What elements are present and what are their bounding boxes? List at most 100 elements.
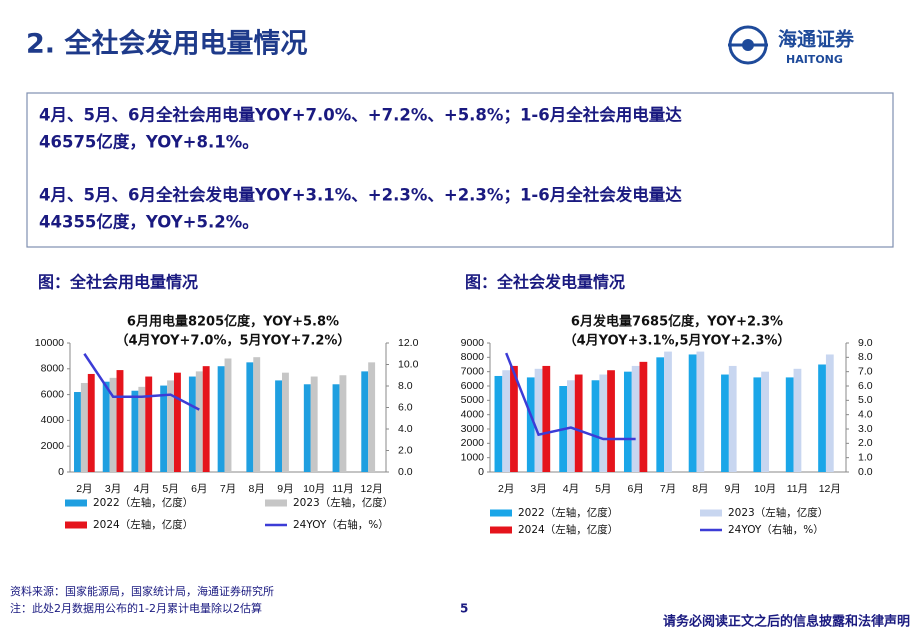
y-tick-label: 0	[58, 466, 64, 478]
x-tick-label: 3月	[530, 483, 546, 495]
bar	[160, 385, 168, 472]
x-tick-label: 2月	[498, 483, 514, 495]
y2-tick-label: 5.0	[858, 394, 873, 406]
x-tick-label: 8月	[249, 483, 265, 495]
summary-box	[26, 92, 894, 248]
x-tick-label: 11月	[787, 483, 808, 495]
bar	[542, 365, 551, 472]
bar	[664, 351, 672, 472]
yoy-line	[83, 353, 200, 411]
y2-tick-label: 0.0	[398, 466, 413, 478]
y2-tick-label: 8.0	[398, 380, 413, 392]
bar	[282, 372, 289, 472]
logo-en: HAITONG	[786, 53, 843, 66]
x-tick-label: 2月	[76, 483, 92, 495]
bar	[102, 381, 110, 472]
y-tick-label: 1000	[461, 451, 485, 463]
y-tick-label: 4000	[461, 408, 485, 420]
y2-tick-label: 2.0	[858, 437, 873, 449]
legend-label: 2023（左轴，亿度）	[728, 506, 828, 519]
x-tick-label: 6月	[191, 483, 207, 495]
x-tick-label: 10月	[754, 483, 776, 495]
bar	[753, 377, 762, 472]
x-tick-label: 12月	[361, 483, 383, 495]
bar	[526, 377, 535, 472]
bar	[109, 377, 117, 472]
disclaimer: 请务必阅读正文之后的信息披露和法律声明	[663, 614, 910, 630]
bar	[167, 380, 174, 472]
bar	[574, 374, 583, 472]
y2-tick-label: 8.0	[858, 351, 873, 363]
legend-icon	[65, 521, 87, 529]
bar	[688, 354, 697, 472]
summary-line: 4月、5月、6月全社会发电量YOY+3.1%、+2.3%、+2.3%；1-6月全…	[39, 185, 682, 205]
x-tick-label: 5月	[162, 483, 178, 495]
bar	[131, 390, 139, 472]
slide-title: 2. 全社会发用电量情况	[26, 28, 307, 60]
bar	[534, 368, 543, 472]
annotation: （4月YOY+7.0%，5月YOY+7.2%）	[116, 333, 351, 349]
yoy-line	[505, 352, 636, 441]
bar	[494, 375, 503, 472]
bar	[74, 392, 81, 472]
x-tick-label: 8月	[692, 483, 708, 495]
bar	[721, 374, 729, 472]
bar	[567, 380, 575, 472]
y-tick-label: 7000	[461, 365, 485, 377]
legend-icon	[700, 509, 722, 517]
x-tick-label: 11月	[332, 483, 353, 495]
y-tick-label: 6000	[41, 388, 65, 400]
legend-label: 24YOY（右轴，%）	[293, 518, 389, 531]
bar	[728, 365, 737, 472]
bar	[339, 375, 347, 472]
legend-label: 2022（左轴，亿度）	[93, 496, 193, 509]
bar	[793, 368, 802, 472]
summary-line: 46575亿度，YOY+8.1%。	[39, 132, 259, 152]
x-tick-label: 4月	[134, 483, 150, 495]
y-tick-label: 2000	[41, 440, 65, 452]
legend-icon	[65, 499, 87, 507]
x-tick-label: 4月	[563, 483, 579, 495]
y2-tick-label: 7.0	[858, 365, 873, 377]
bar	[761, 371, 769, 472]
y2-tick-label: 1.0	[858, 451, 873, 463]
y2-tick-label: 6.0	[858, 380, 873, 392]
y-tick-label: 5000	[461, 394, 485, 406]
y-tick-label: 8000	[461, 351, 485, 363]
y2-tick-label: 3.0	[858, 423, 873, 435]
bar	[116, 370, 124, 472]
x-tick-label: 12月	[819, 483, 841, 495]
x-tick-label: 7月	[660, 483, 676, 495]
legend-label: 2023（左轴，亿度）	[293, 496, 393, 509]
x-tick-label: 9月	[277, 483, 293, 495]
bar	[599, 374, 608, 472]
x-tick-label: 5月	[595, 483, 611, 495]
legend-icon	[490, 526, 512, 534]
bar	[188, 376, 196, 472]
x-tick-label: 9月	[725, 483, 741, 495]
note: 注：此处2月数据用公布的1-2月累计电量除以2估算	[10, 601, 262, 615]
bar	[310, 376, 318, 472]
bar	[502, 370, 511, 472]
bar	[246, 362, 254, 472]
summary-line: 44355亿度，YOY+5.2%。	[39, 212, 259, 232]
y-tick-label: 2000	[461, 437, 485, 449]
y-tick-label: 0	[478, 466, 484, 478]
bar	[80, 382, 88, 472]
bar	[656, 357, 665, 472]
y-tick-label: 9000	[461, 337, 485, 349]
y-tick-label: 4000	[41, 414, 65, 426]
y-tick-label: 8000	[41, 363, 65, 375]
y2-tick-label: 6.0	[398, 401, 413, 413]
y-tick-label: 10000	[35, 337, 64, 349]
logo-cn: 海通证券	[778, 28, 855, 51]
bar	[138, 386, 146, 472]
summary-line: 4月、5月、6月全社会用电量YOY+7.0%、+7.2%、+5.8%；1-6月全…	[39, 105, 682, 125]
bar	[202, 366, 210, 472]
page-number: 5	[460, 602, 468, 616]
bar	[173, 372, 181, 472]
y2-tick-label: 4.0	[858, 408, 873, 420]
legend-icon	[265, 499, 287, 507]
y-tick-label: 6000	[461, 380, 485, 392]
